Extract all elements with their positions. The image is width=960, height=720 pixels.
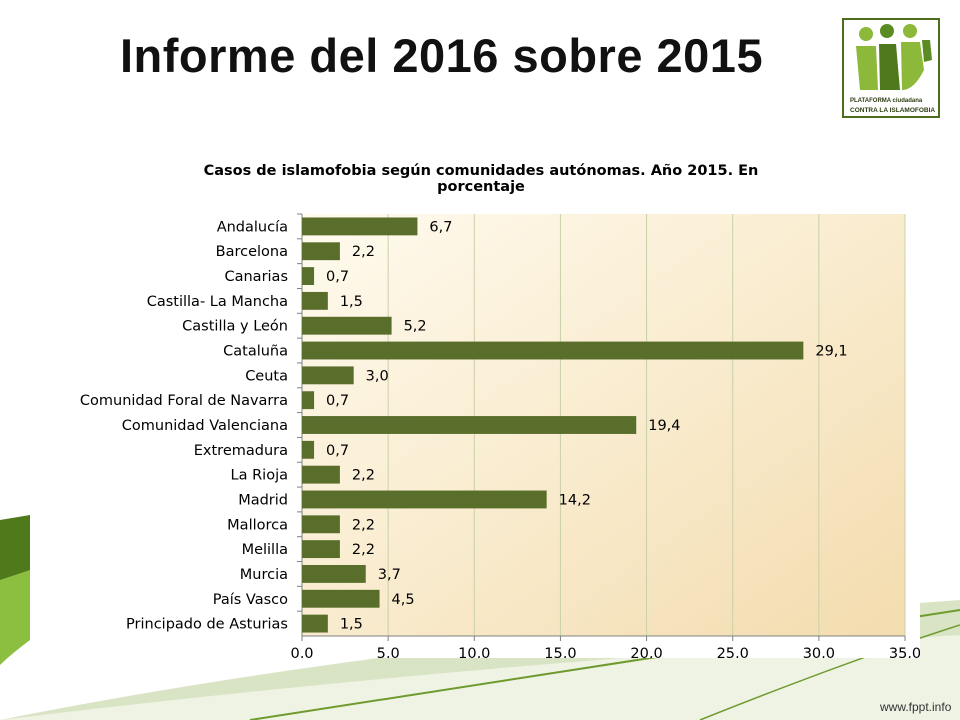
x-tick-label: 10,0 — [458, 646, 490, 658]
x-tick-label: 25,0 — [717, 646, 749, 658]
data-label: 2,2 — [352, 517, 375, 533]
logo-text-line1: PLATAFORMA ciudadana — [850, 98, 923, 104]
category-label: Madrid — [238, 492, 288, 508]
logo-text-line2: CONTRA LA ISLAMOFOBIA — [850, 107, 936, 114]
bar — [302, 242, 340, 261]
data-label: 14,2 — [559, 492, 591, 508]
data-label: 5,2 — [404, 319, 427, 335]
category-label: Murcia — [240, 567, 288, 583]
bar — [302, 490, 547, 509]
category-label: Canarias — [224, 269, 288, 285]
chart-container: Casos de islamofobia según comunidades a… — [30, 158, 921, 662]
data-label: 0,7 — [326, 443, 349, 459]
category-label: Extremadura — [194, 443, 288, 459]
bar — [302, 589, 380, 608]
category-label: La Rioja — [231, 468, 288, 484]
bar — [302, 217, 418, 236]
data-label: 6,7 — [429, 219, 452, 235]
data-label: 29,1 — [815, 344, 847, 360]
logo-figures-icon — [856, 24, 932, 90]
x-tick-label: 20,0 — [630, 646, 662, 658]
data-label: 2,2 — [352, 244, 375, 260]
category-label: Cataluña — [223, 344, 288, 360]
slide-title: Informe del 2016 sobre 2015 — [120, 29, 764, 82]
x-tick-label: 15,0 — [544, 646, 576, 658]
bar — [302, 614, 328, 633]
category-label: Castilla- La Mancha — [147, 294, 288, 310]
category-label: Castilla y León — [182, 319, 288, 335]
x-tick-label: 0,0 — [290, 646, 313, 658]
bar — [302, 391, 315, 410]
right-swoosh-line — [699, 624, 960, 720]
category-label: Comunidad Valenciana — [122, 418, 288, 434]
bar — [302, 267, 315, 285]
bar-chart: Casos de islamofobia según comunidades a… — [30, 158, 921, 662]
data-label: 0,7 — [326, 393, 349, 409]
bar — [302, 291, 328, 310]
bar — [302, 316, 392, 335]
bar — [302, 515, 340, 534]
category-label: Mallorca — [227, 517, 288, 533]
bar — [302, 440, 315, 459]
category-label: País Vasco — [213, 592, 288, 608]
data-label: 0,7 — [326, 269, 349, 285]
x-tick-label: 35,0 — [889, 646, 920, 658]
data-label: 2,2 — [352, 542, 375, 558]
bar — [302, 540, 340, 559]
logo: PLATAFORMA ciudadana CONTRA LA ISLAMOFOB… — [842, 18, 940, 118]
data-label: 19,4 — [648, 418, 680, 434]
bar — [302, 366, 354, 385]
data-label: 2,2 — [352, 468, 375, 484]
chart-title-line1: Casos de islamofobia según comunidades a… — [204, 163, 759, 179]
bar — [302, 341, 804, 360]
category-label: Ceuta — [245, 368, 288, 384]
category-label: Barcelona — [216, 244, 288, 260]
website-url: www.fppt.info — [880, 700, 952, 714]
left-green-swoosh-light — [0, 570, 30, 665]
category-label: Comunidad Foral de Navarra — [80, 393, 288, 409]
data-label: 4,5 — [392, 592, 415, 608]
x-tick-label: 30,0 — [803, 646, 835, 658]
bar — [302, 416, 637, 434]
bar — [302, 565, 366, 583]
data-label: 3,7 — [378, 567, 401, 583]
x-tick-label: 5,0 — [377, 646, 400, 658]
chart-title-line2: porcentaje — [437, 179, 525, 195]
category-label: Melilla — [242, 542, 288, 558]
data-label: 1,5 — [340, 617, 363, 633]
category-label: Principado de Asturias — [126, 617, 288, 633]
category-label: Andalucía — [217, 219, 288, 235]
data-label: 3,0 — [366, 368, 389, 384]
bar — [302, 465, 340, 484]
data-label: 1,5 — [340, 294, 363, 310]
